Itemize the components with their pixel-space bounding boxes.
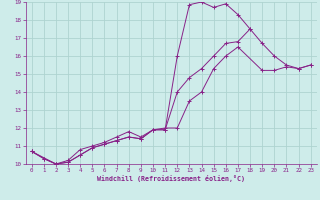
X-axis label: Windchill (Refroidissement éolien,°C): Windchill (Refroidissement éolien,°C): [97, 175, 245, 182]
